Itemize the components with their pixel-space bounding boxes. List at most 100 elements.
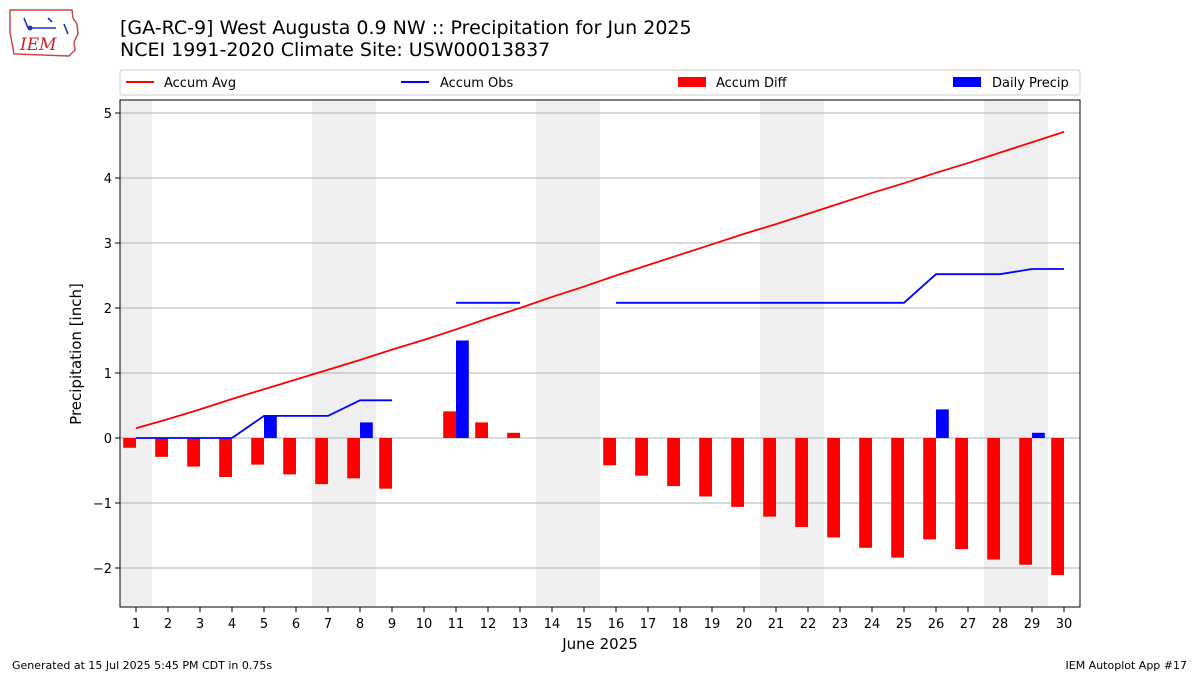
- x-tick-label: 17: [640, 617, 657, 632]
- iem-logo: IEM: [9, 9, 79, 57]
- x-tick-label: 11: [448, 617, 465, 632]
- weekend-band: [120, 100, 152, 607]
- x-tick-label: 7: [324, 617, 332, 632]
- y-tick-label: 0: [104, 432, 112, 447]
- y-tick-label: 2: [104, 302, 112, 317]
- bar-accum-diff: [699, 438, 712, 497]
- x-tick-label: 12: [480, 617, 497, 632]
- bar-accum-diff: [475, 422, 488, 438]
- x-tick-label: 6: [292, 617, 300, 632]
- bar-accum-diff: [859, 438, 872, 548]
- y-axis-ticks: −2 −1 0 1 2 3 4 5: [93, 107, 120, 577]
- x-tick-label: 19: [704, 617, 721, 632]
- bar-accum-diff: [379, 438, 392, 489]
- x-tick-label: 23: [832, 617, 849, 632]
- x-tick-label: 22: [800, 617, 817, 632]
- generated-note: Generated at 15 Jul 2025 5:45 PM CDT in …: [12, 659, 273, 672]
- bar-daily-precip: [264, 415, 277, 438]
- x-tick-label: 18: [672, 617, 689, 632]
- bar-accum-diff: [731, 438, 744, 507]
- bars: [123, 340, 1064, 576]
- y-tick-label: 1: [104, 367, 112, 382]
- legend-handle-daily-precip: [953, 77, 981, 87]
- x-tick-label: 4: [228, 617, 236, 632]
- bar-accum-diff: [347, 438, 360, 479]
- x-tick-label: 20: [736, 617, 753, 632]
- x-tick-label: 9: [388, 617, 396, 632]
- line-accum-avg: [135, 130, 1065, 430]
- chart-subtitle: NCEI 1991-2020 Climate Site: USW00013837: [120, 39, 551, 61]
- bar-accum-diff: [315, 438, 328, 485]
- x-axis-ticks: 1 2 3 4 5 6 7 8 9 10 11 12 13 14 15 16 17 18 19 20 21 22 23 24 2…: [132, 607, 1072, 632]
- weekend-band: [536, 100, 600, 607]
- plot-frame: [119, 99, 1081, 608]
- legend-label-accum-obs: Accum Obs: [440, 76, 513, 91]
- legend-label-accum-diff: Accum Diff: [716, 76, 788, 91]
- line-accum-obs: [616, 268, 1064, 304]
- y-axis-label: Precipitation [inch]: [67, 283, 85, 425]
- x-tick-label: 29: [1024, 617, 1041, 632]
- x-tick-label: 26: [928, 617, 945, 632]
- bar-accum-diff: [1019, 438, 1032, 565]
- bar-accum-diff: [827, 438, 840, 538]
- bar-accum-diff: [763, 438, 776, 517]
- bar-daily-precip: [360, 422, 373, 438]
- x-tick-label: 16: [608, 617, 625, 632]
- bar-daily-precip: [1032, 432, 1045, 438]
- weather-station-icon: [23, 17, 69, 35]
- legend: Accum Avg Accum Obs Accum Diff Daily Precip: [126, 76, 1069, 91]
- bar-accum-diff: [507, 432, 520, 438]
- bar-accum-diff: [219, 438, 232, 477]
- bar-accum-diff: [187, 438, 200, 467]
- legend-label-accum-avg: Accum Avg: [164, 76, 236, 91]
- bar-accum-diff: [955, 438, 968, 550]
- weekend-shading: [120, 100, 1048, 607]
- bar-accum-diff: [987, 438, 1000, 560]
- app-label: IEM Autoplot App #17: [1065, 659, 1188, 672]
- bar-daily-precip: [456, 340, 469, 438]
- x-tick-label: 28: [992, 617, 1009, 632]
- y-tick-label: 3: [104, 237, 112, 252]
- x-tick-label: 5: [260, 617, 268, 632]
- weekend-band: [312, 100, 376, 607]
- bar-accum-diff: [603, 438, 616, 466]
- iowa-outline-icon: [9, 9, 79, 57]
- bar-accum-diff: [251, 438, 264, 465]
- line-accum-obs: [136, 399, 392, 439]
- x-tick-label: 15: [576, 617, 593, 632]
- x-tick-label: 21: [768, 617, 785, 632]
- gridlines: [120, 112, 1080, 569]
- y-tick-label: 4: [104, 172, 112, 187]
- x-tick-label: 30: [1056, 617, 1073, 632]
- bar-accum-diff: [891, 438, 904, 558]
- x-tick-label: 8: [356, 617, 364, 632]
- bar-accum-diff: [923, 438, 936, 540]
- x-tick-label: 10: [416, 617, 433, 632]
- x-axis-label: June 2025: [561, 635, 638, 653]
- bar-accum-diff: [123, 438, 136, 448]
- x-tick-label: 27: [960, 617, 977, 632]
- x-tick-label: 2: [164, 617, 172, 632]
- x-tick-label: 24: [864, 617, 881, 632]
- bar-daily-precip: [936, 409, 949, 438]
- bar-accum-diff: [795, 438, 808, 528]
- y-tick-label: −1: [93, 497, 112, 512]
- x-tick-label: 13: [512, 617, 529, 632]
- chart-title: [GA-RC-9] West Augusta 0.9 NW :: Precipi…: [120, 17, 692, 39]
- legend-label-daily-precip: Daily Precip: [992, 76, 1069, 91]
- x-tick-label: 14: [544, 617, 561, 632]
- legend-box: [119, 69, 1081, 96]
- x-tick-label: 1: [132, 617, 140, 632]
- weekend-band: [760, 100, 824, 607]
- legend-handle-accum-diff: [678, 77, 706, 87]
- x-tick-label: 3: [196, 617, 204, 632]
- bar-accum-diff: [443, 411, 456, 438]
- bar-accum-diff: [635, 438, 648, 476]
- bar-accum-diff: [667, 438, 680, 487]
- y-tick-label: 5: [104, 107, 112, 122]
- logo-text: IEM: [19, 35, 57, 55]
- bar-accum-diff: [283, 438, 296, 475]
- lines: [135, 130, 1065, 439]
- y-tick-label: −2: [93, 562, 112, 577]
